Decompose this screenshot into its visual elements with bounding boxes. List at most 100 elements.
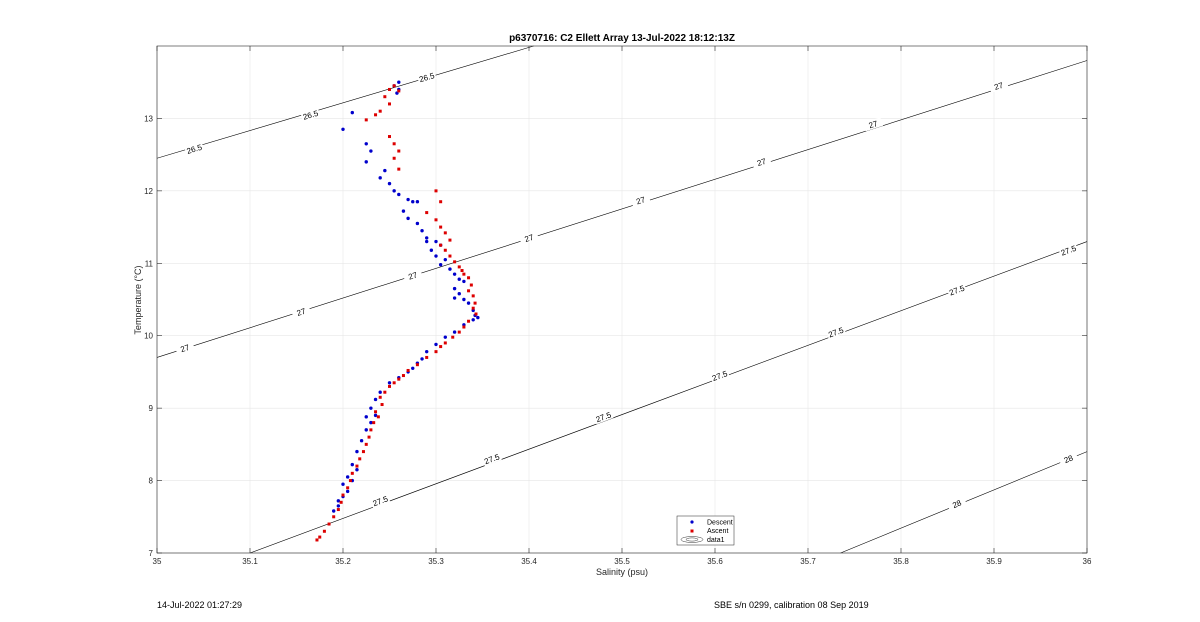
point-descent [364,428,368,432]
point-descent [401,209,406,213]
point-ascent [388,102,391,106]
y-tick-label: 9 [149,404,154,413]
contour-label-bg [402,268,423,283]
contour-label: 28 [951,498,963,510]
x-axis-ticks: 35 35.1 35.2 35.3 35.4 35.5 35.6 35.7 35.8 35.9 36 [153,46,1092,566]
contour-label-bg [709,368,730,383]
point-descent [359,439,364,443]
point-ascent [471,294,475,298]
contour-label: 27 [179,343,191,354]
contour-label: 27 [868,119,880,130]
contour-label: 27 [407,270,419,281]
point-ascent [392,156,396,160]
point-descent [457,292,461,296]
y-tick-label: 11 [145,259,154,268]
contour-label-bg [1058,451,1079,467]
density-contours: 26.526.526.5272727272727272727.527.527.5… [156,45,1088,554]
point-descent [443,335,447,339]
contour-label: 27 [635,195,647,206]
contour-label-bg [481,451,502,467]
contour-label-bg [416,70,437,85]
point-ascent [332,515,336,519]
y-tick-label: 10 [144,332,153,341]
point-ascent [443,248,447,252]
point-ascent [474,312,478,316]
x-tick-label: 36 [1083,557,1092,566]
point-descent [420,228,424,233]
y-axis-label: Temperature (°C) [133,265,143,334]
point-ascent [350,471,354,475]
contour-label-bg [946,496,967,512]
contour-label-bg [825,324,846,340]
contour-label: 26.5 [418,71,436,84]
point-descent [369,406,373,410]
point-descent [415,221,420,226]
point-ascent [358,457,362,461]
point-ascent [397,149,401,153]
point-descent [341,482,345,486]
contour-label-bg [751,154,772,169]
point-descent [369,149,373,153]
point-ascent [467,289,471,293]
point-descent [425,349,429,354]
point-ascent [401,374,405,378]
point-ascent [467,319,471,323]
data-series [315,80,480,542]
point-descent [350,462,354,467]
point-descent [336,499,341,503]
point-ascent [367,435,371,439]
calibration-note: SBE s/n 0299, calibration 08 Sep 2019 [714,600,869,610]
point-ascent [448,238,452,242]
point-ascent [374,113,378,117]
legend-marker-ascent [690,529,694,533]
series-ascent [315,84,478,542]
point-descent [397,80,401,84]
legend-entry-ascent: Ascent [707,528,728,535]
point-ascent [380,403,384,407]
x-axis-label: Salinity (psu) [596,567,648,577]
contour-label: 26.5 [186,143,204,156]
x-tick-label: 35.6 [707,557,723,566]
point-descent [392,189,396,193]
point-ascent [322,529,326,533]
point-ascent [397,89,401,93]
point-ascent [425,211,429,215]
contour-label: 27 [524,233,536,244]
point-ascent [392,381,396,385]
contour-label-bg [291,304,312,319]
x-tick-label: 35.9 [986,557,1002,566]
point-descent [434,254,438,258]
legend-marker-data1-outer [680,536,704,543]
contour-label-bg [863,117,884,132]
contour-label: 27 [756,157,768,168]
point-ascent [336,508,340,512]
point-descent [452,330,457,334]
point-descent [364,415,368,419]
point-ascent [378,395,382,399]
contour-label-bg [988,78,1009,93]
point-descent [452,296,457,300]
point-ascent [369,428,373,432]
contour-label-bg [370,493,391,509]
point-descent [406,216,410,221]
x-tick-label: 35 [153,557,162,566]
x-tick-label: 35.4 [521,557,537,566]
point-descent [466,301,471,305]
point-descent [406,197,410,202]
point-descent [429,248,434,252]
point-descent [355,468,359,472]
point-ascent [443,341,447,345]
point-ascent [397,377,401,381]
point-ascent [443,231,447,235]
point-ascent [388,384,391,388]
print-timestamp: 14-Jul-2022 01:27:29 [157,600,243,610]
contour-label-bg [184,141,205,156]
point-ascent [388,87,391,91]
point-ascent [451,335,455,339]
point-descent [425,236,429,240]
point-descent [341,127,345,131]
point-ascent [376,415,380,419]
point-ascent [462,325,466,329]
y-axis-ticks: 7 8 9 10 11 12 13 [144,114,1087,558]
